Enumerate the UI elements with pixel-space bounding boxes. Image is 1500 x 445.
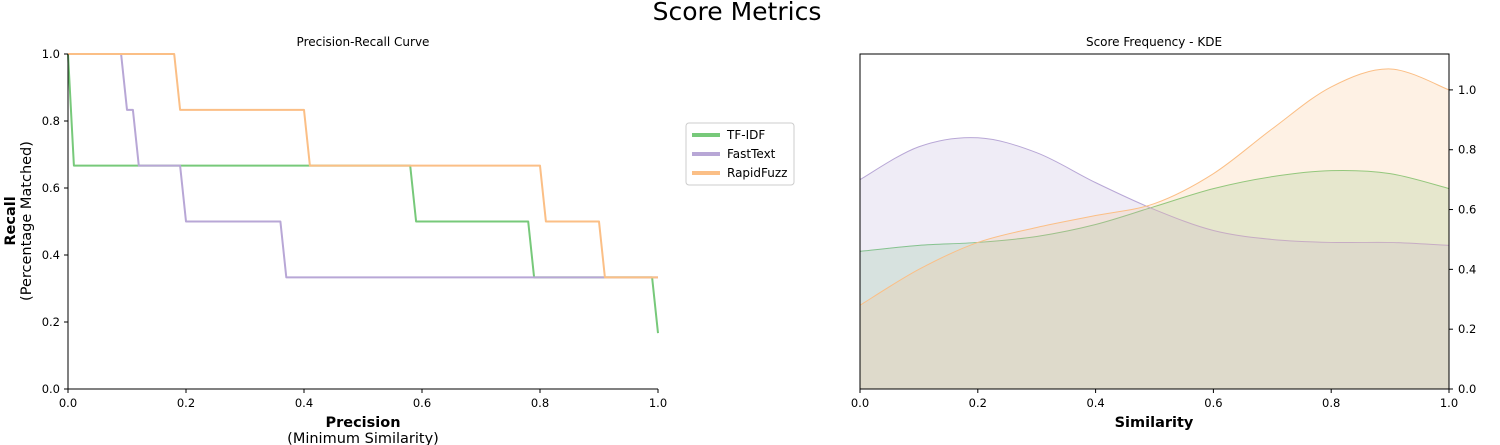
pr-x-tick-label: 0.6 <box>413 396 431 410</box>
kde-series-group <box>859 68 1450 390</box>
pr-y-tick-label: 0.8 <box>42 114 60 128</box>
kde-x-tick-label: 0.2 <box>969 396 987 410</box>
pr-title: Precision-Recall Curve <box>297 35 430 49</box>
pr-line-tf-idf <box>67 53 659 334</box>
pr-y-tick-label: 0.6 <box>42 181 60 195</box>
pr-y-axis-label: Recall <box>3 196 19 245</box>
kde-area-fasttext <box>860 137 1449 389</box>
figure-title: Score Metrics <box>653 0 822 26</box>
pr-line-fasttext <box>120 53 658 279</box>
legend-label-rapidfuzz: RapidFuzz <box>727 166 787 180</box>
pr-y-tick-label: 0.0 <box>42 382 60 396</box>
pr-x-tick-label: 1.0 <box>649 396 667 410</box>
pr-x-tick-label: 0.0 <box>59 396 77 410</box>
pr-y-tick-label: 0.4 <box>42 248 60 262</box>
kde-x-tick-label: 0.6 <box>1204 396 1222 410</box>
kde-line-fasttext <box>859 137 1450 246</box>
pr-x-tick-label: 0.8 <box>531 396 549 410</box>
kde-y-tick-label: 0.4 <box>1458 262 1476 276</box>
kde-plot-frame <box>859 53 1450 390</box>
kde-title: Score Frequency - KDE <box>1086 35 1222 49</box>
legend-label-tf-idf: TF-IDF <box>726 128 765 142</box>
pr-y-tick-label: 1.0 <box>42 47 60 61</box>
kde-y-tick-label: 0.6 <box>1458 203 1476 217</box>
kde-area-tf-idf <box>860 170 1449 389</box>
kde-x-tick-label: 0.8 <box>1322 396 1340 410</box>
kde-line-rapidfuzz <box>859 68 1450 306</box>
pr-line-rapidfuzz <box>68 53 658 279</box>
kde-x-tick-label: 0.4 <box>1086 396 1104 410</box>
kde-axes: 0.0 0.2 0.4 0.6 0.8 1.00.00.20.40.60.81.0 <box>851 53 1476 410</box>
precision-recall-chart: Precision-Recall Curve 0.0 0.2 0.4 0.6 0.8 1.… <box>3 35 667 445</box>
pr-axes: 0.0 0.2 0.4 0.6 0.8 1.0 0.0 0.2 0.4 0.6 0.8 1.0 <box>42 47 667 410</box>
legend-items: TF-IDF FastText RapidFuzz <box>692 128 787 180</box>
pr-x-tick-label: 0.2 <box>177 396 195 410</box>
kde-y-tick-label: 1.0 <box>1458 83 1476 97</box>
kde-line-tf-idf <box>859 169 1450 252</box>
pr-x-axis-sublabel: (Minimum Similarity) <box>287 431 439 445</box>
pr-y-tick-label: 0.2 <box>42 315 60 329</box>
legend-label-fasttext: FastText <box>727 147 776 161</box>
kde-chart: Score Frequency - KDE 0.0 0.2 0.4 0.6 0.8 1.0… <box>851 35 1476 431</box>
kde-x-tick-label: 0.0 <box>851 396 869 410</box>
pr-x-tick-label: 0.4 <box>295 396 313 410</box>
pr-series-group <box>67 53 659 334</box>
kde-y-tick-label: 0.8 <box>1458 143 1476 157</box>
kde-x-tick-label: 1.0 <box>1440 396 1458 410</box>
legend: TF-IDF FastText RapidFuzz <box>685 122 795 186</box>
kde-area-rapidfuzz <box>860 68 1449 390</box>
pr-y-axis-sublabel: (Percentage Matched) <box>19 141 35 301</box>
kde-y-tick-label: 0.0 <box>1458 382 1476 396</box>
pr-x-axis-label: Precision <box>325 415 400 431</box>
kde-x-axis-label: Similarity <box>1115 415 1194 431</box>
kde-y-tick-label: 0.2 <box>1458 322 1476 336</box>
legend-frame <box>685 122 795 186</box>
